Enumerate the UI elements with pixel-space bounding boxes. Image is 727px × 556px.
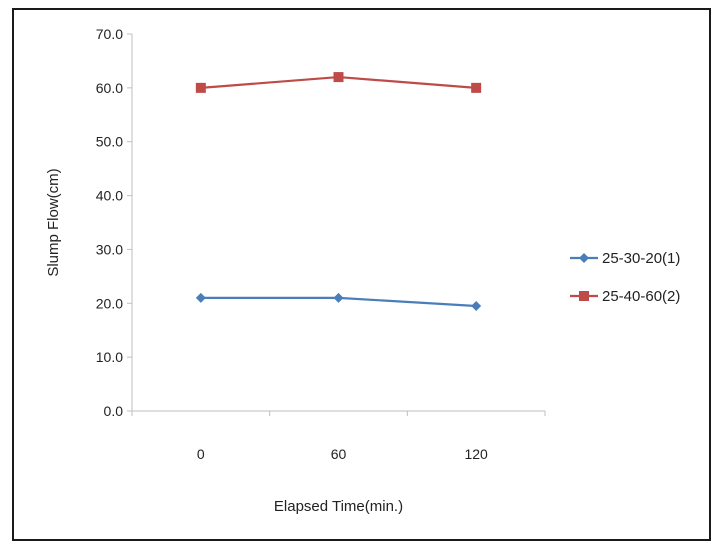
y-tick-label: 30.0: [96, 241, 123, 257]
x-tick-label: 120: [464, 446, 488, 462]
data-point: [471, 82, 482, 93]
y-axis-title: Slump Flow(cm): [45, 168, 62, 276]
data-point: [471, 300, 482, 311]
legend-label: 25-40-60(2): [602, 288, 680, 305]
y-tick-labels: 0.0 10.0 20.0 30.0 40.0 50.0 60.0 70.0: [96, 26, 123, 419]
x-tick-marks: [131, 411, 546, 416]
x-axis-title: Elapsed Time(min.): [274, 498, 403, 515]
y-tick-label: 60.0: [96, 80, 123, 96]
legend-marker: [579, 291, 589, 301]
series-layer: [195, 72, 482, 311]
legend-marker: [579, 253, 589, 263]
y-tick-label: 50.0: [96, 134, 123, 150]
y-tick-label: 40.0: [96, 188, 123, 204]
data-point: [195, 82, 206, 93]
y-tick-marks: [127, 33, 132, 412]
legend: 25-30-20(1) 25-40-60(2): [570, 250, 680, 305]
x-tick-labels: 0 60 120: [197, 446, 488, 462]
data-point: [333, 292, 344, 303]
y-tick-label: 20.0: [96, 295, 123, 311]
legend-label: 25-30-20(1): [602, 250, 680, 267]
y-tick-label: 0.0: [104, 403, 124, 419]
data-point: [195, 292, 206, 303]
legend-item: 25-30-20(1): [570, 250, 680, 267]
chart-frame: [12, 8, 711, 541]
y-tick-label: 10.0: [96, 349, 123, 365]
data-point: [333, 72, 344, 83]
x-tick-label: 0: [197, 446, 205, 462]
x-tick-label: 60: [331, 446, 347, 462]
legend-item: 25-40-60(2): [570, 288, 680, 305]
series-1: [195, 292, 482, 311]
y-tick-label: 70.0: [96, 26, 123, 42]
series-2: [195, 72, 482, 93]
